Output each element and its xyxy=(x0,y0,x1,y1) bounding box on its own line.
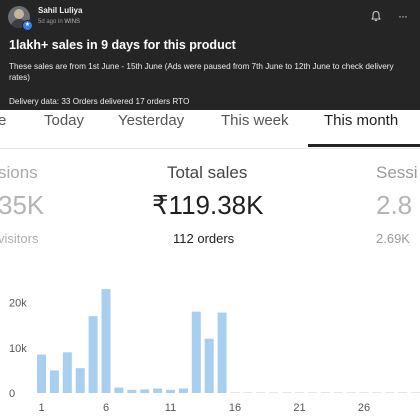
bar-day-27[interactable] xyxy=(372,392,382,393)
bar-day-25[interactable] xyxy=(346,392,356,393)
bar-day-18[interactable] xyxy=(256,392,266,393)
bar-day-5[interactable] xyxy=(88,316,98,393)
bar-day-2[interactable] xyxy=(49,370,59,393)
bar-day-21[interactable] xyxy=(295,392,304,393)
metric-sessions-right-label: Sessi xyxy=(376,163,418,182)
metric-sessions-label: sions xyxy=(0,163,38,182)
post-meta: 5d ago in WINS xyxy=(38,19,80,25)
bar-day-17[interactable] xyxy=(243,392,253,393)
metric-total-sales-label: Total sales xyxy=(167,163,248,182)
more-options-icon[interactable]: ··· xyxy=(398,9,408,23)
bar-day-20[interactable] xyxy=(282,392,292,393)
tab-this-week[interactable]: This week xyxy=(221,112,289,129)
bar-day-11[interactable] xyxy=(166,389,175,393)
y-tick-label: 10k xyxy=(9,343,27,355)
author-name[interactable]: Sahil Luliya xyxy=(38,6,83,15)
bar-day-4[interactable] xyxy=(75,368,85,393)
metric-orders: 112 orders xyxy=(173,231,235,246)
y-tick-label: 0 xyxy=(9,388,15,400)
bar-day-16[interactable] xyxy=(230,392,240,393)
x-tick-label: 6 xyxy=(103,402,109,414)
post-group[interactable]: WINS xyxy=(64,19,81,25)
bar-day-22[interactable] xyxy=(307,392,317,393)
metric-sessions-right-value: 2.8 xyxy=(376,190,413,220)
post-title: 1lakh+ sales in 9 days for this product xyxy=(9,38,236,52)
admin-badge-icon: ★ xyxy=(22,20,33,31)
bar-day-10[interactable] xyxy=(153,388,163,393)
delivery-data: Delivery data: 33 Orders delivered 17 or… xyxy=(9,97,190,106)
tab-partial[interactable]: e xyxy=(0,112,7,129)
bar-day-9[interactable] xyxy=(140,389,150,393)
x-tick-label: 26 xyxy=(358,402,370,414)
bar-day-19[interactable] xyxy=(269,392,279,393)
bell-icon[interactable] xyxy=(370,10,382,22)
bar-day-8[interactable] xyxy=(127,389,137,393)
x-tick-label: 16 xyxy=(229,402,241,414)
tab-this-month[interactable]: This month xyxy=(324,112,399,129)
metric-visitors: visitors xyxy=(0,231,39,246)
bar-day-24[interactable] xyxy=(333,392,343,393)
post-header: ★ Sahil Luliya 5d ago in WINS ··· 1lakh+… xyxy=(0,0,420,110)
y-tick-label: 20k xyxy=(9,298,27,310)
bar-day-23[interactable] xyxy=(320,392,330,393)
bar-day-14[interactable] xyxy=(204,338,214,393)
post-in-word: in xyxy=(58,19,63,25)
x-tick-label: 11 xyxy=(165,402,176,414)
post-time: 5d ago xyxy=(38,19,57,25)
tab-today[interactable]: Today xyxy=(44,112,85,129)
bar-day-28[interactable] xyxy=(385,392,395,393)
metric-total-sales-value: ₹119.38K xyxy=(152,190,264,220)
bar-day-1[interactable] xyxy=(37,354,46,393)
metric-sessions-value: 35K xyxy=(0,190,45,220)
active-tab-indicator xyxy=(308,144,420,147)
bar-day-3[interactable] xyxy=(62,352,72,393)
tab-yesterday[interactable]: Yesterday xyxy=(118,112,185,129)
bar-day-13[interactable] xyxy=(191,311,201,393)
bar-day-15[interactable] xyxy=(217,312,227,393)
x-tick-label: 21 xyxy=(293,402,305,414)
bar-day-6[interactable] xyxy=(101,289,111,393)
date-range-tabs: e Today Yesterday This week This month xyxy=(0,110,420,149)
bar-day-30[interactable] xyxy=(411,392,420,393)
post-description: These sales are from 1st June - 15th Jun… xyxy=(9,62,394,82)
bar-day-12[interactable] xyxy=(178,388,188,393)
metric-sessions-right-sub: 2.69K xyxy=(376,231,410,246)
x-tick-label: 1 xyxy=(38,402,44,414)
bar-day-7[interactable] xyxy=(114,387,124,393)
bar-day-26[interactable] xyxy=(359,392,369,393)
bar-day-29[interactable] xyxy=(398,392,408,393)
